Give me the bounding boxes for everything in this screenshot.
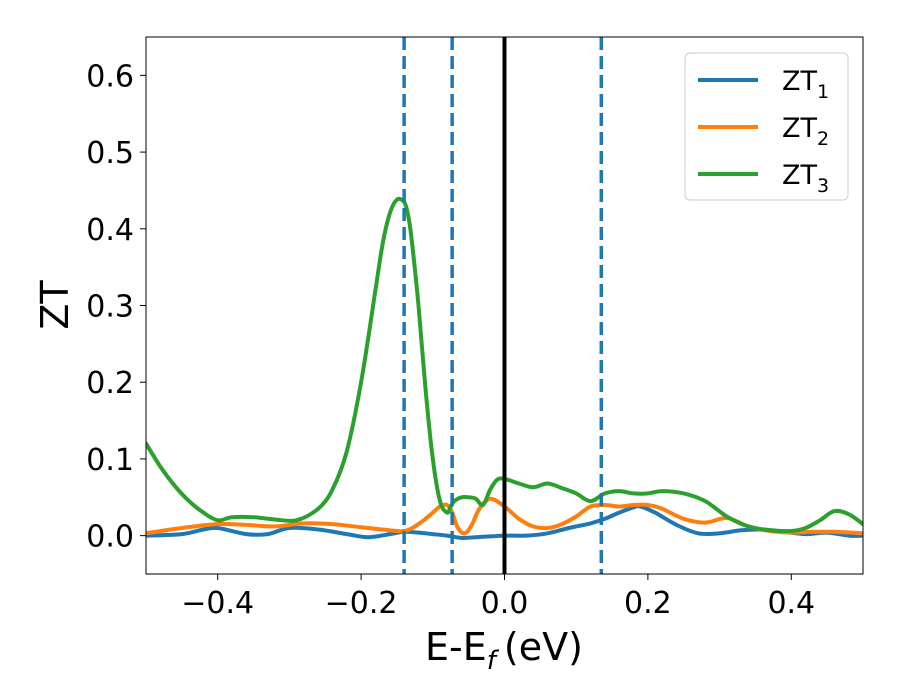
legend-label-zt2: ZT2 [782, 113, 829, 150]
x-axis-label-subscript: f [487, 646, 500, 676]
x-axis-label-unit: (eV) [504, 625, 583, 669]
series-line-zt3 [146, 196, 863, 534]
x-tick-label: −0.4 [181, 586, 254, 621]
y-tick-label: 0.5 [86, 136, 134, 171]
legend-label-zt1: ZT1 [782, 66, 829, 103]
y-tick-label: 0.2 [86, 366, 134, 401]
y-axis-label: ZT [33, 280, 77, 330]
legend: ZT1 ZT2 ZT3 [684, 52, 849, 201]
x-tick-label: 0.4 [767, 586, 815, 621]
legend-box [684, 52, 849, 201]
x-axis-label: E-Ef (eV) [425, 625, 583, 676]
y-tick-layer: 0.0 0.1 0.2 0.3 0.4 0.5 0.6 [86, 59, 146, 555]
series-line-zt1 [146, 504, 863, 540]
y-tick-label: 0.0 [86, 520, 134, 555]
y-tick-label: 0.3 [86, 290, 134, 325]
y-tick-label: 0.6 [86, 59, 134, 94]
y-tick-label: 0.4 [86, 213, 134, 248]
x-tick-label: −0.2 [325, 586, 398, 621]
legend-label-zt3: ZT3 [782, 160, 829, 197]
x-tick-label: 0.0 [481, 586, 529, 621]
x-tick-label: 0.2 [624, 586, 672, 621]
vertical-line-layer [402, 37, 604, 574]
y-tick-label: 0.1 [86, 443, 134, 478]
x-tick-layer: −0.4 −0.2 0.0 0.2 0.4 [181, 574, 815, 621]
